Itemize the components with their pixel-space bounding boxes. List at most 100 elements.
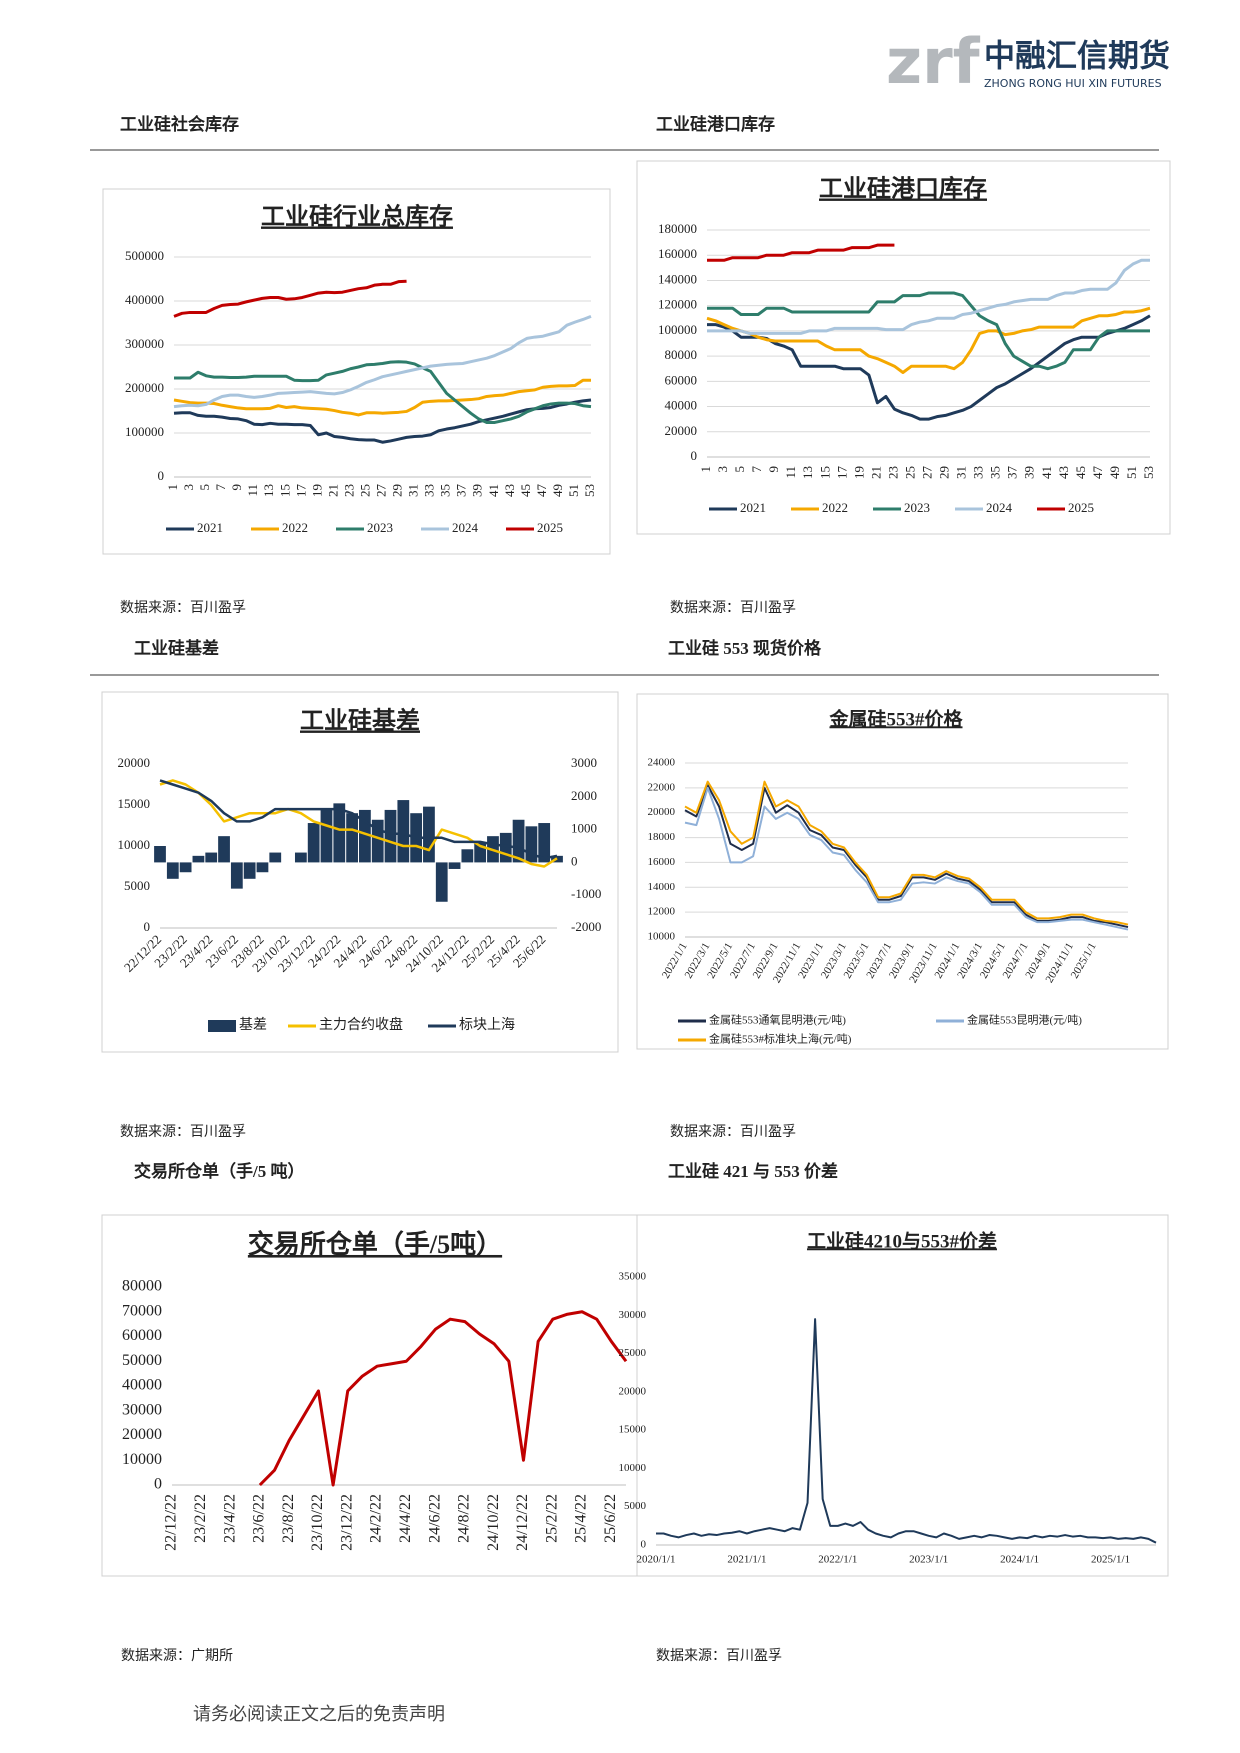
x-tick-label: 33 — [971, 466, 986, 479]
bar — [269, 852, 282, 863]
x-tick-label: 17 — [293, 484, 308, 498]
y2-tick-label: 1000 — [571, 821, 597, 836]
section-title: 工业硅基差 — [134, 638, 219, 658]
bar — [320, 809, 333, 863]
y-tick-label: 0 — [158, 468, 165, 483]
bar — [525, 826, 538, 863]
y-tick-label: 40000 — [665, 398, 698, 413]
x-tick-label: 45 — [518, 484, 533, 497]
x-tick-label: 24/2/22 — [368, 1494, 385, 1543]
legend-label: 2023 — [367, 520, 393, 535]
bar — [256, 862, 269, 873]
x-tick-label: 1 — [165, 484, 180, 491]
y-tick-label: 20000 — [118, 755, 151, 770]
chart-title: 工业硅港口库存 — [819, 176, 987, 203]
legend-label: 标块上海 — [459, 1017, 515, 1033]
y-tick-label: 300000 — [125, 336, 164, 351]
y-tick-label: 12000 — [648, 906, 676, 918]
y-tick-label: 24000 — [648, 757, 676, 769]
line-series — [173, 378, 591, 417]
bar — [512, 819, 525, 863]
x-tick-label: 33 — [422, 484, 437, 497]
x-tick-label: 21 — [325, 484, 340, 497]
y-tick-label: 40000 — [122, 1377, 162, 1394]
y-tick-label: 20000 — [648, 806, 676, 818]
data-source: 数据来源：百川盈孚 — [656, 1648, 782, 1664]
x-tick-label: 25/4/22 — [573, 1494, 590, 1543]
y2-tick-label: -2000 — [571, 919, 601, 934]
bar — [243, 862, 256, 879]
chart-frame — [101, 691, 619, 1053]
line-series — [684, 784, 1129, 929]
line-series — [684, 786, 1129, 931]
x-tick-label: 37 — [454, 484, 469, 498]
x-tick-label: 5 — [197, 484, 212, 491]
bar — [499, 832, 512, 863]
y-tick-label: 25000 — [619, 1347, 647, 1359]
legend-label: 金属硅553昆明港(元/吨) — [967, 1013, 1082, 1027]
bar — [435, 862, 448, 902]
footer-note: 请务必阅读正文之后的免责声明 — [193, 1704, 445, 1724]
bar — [230, 862, 243, 889]
line-series — [173, 279, 407, 318]
x-tick-label: 23/10/22 — [309, 1494, 326, 1551]
bar — [384, 809, 397, 863]
legend-label: 2022 — [822, 500, 848, 515]
bar — [218, 836, 230, 863]
x-tick-label: 15 — [277, 484, 292, 497]
bar — [474, 842, 487, 863]
x-tick-label: 41 — [1039, 466, 1054, 479]
x-tick-label: 15 — [817, 466, 832, 479]
x-tick-label: 5 — [732, 466, 747, 473]
y-tick-label: 10000 — [118, 837, 151, 852]
section-title: 工业硅社会库存 — [120, 114, 239, 134]
x-tick-label: 24/12/22 — [514, 1494, 531, 1551]
bar — [192, 855, 205, 863]
x-tick-label: 24/8/22 — [456, 1494, 473, 1543]
y-tick-label: 140000 — [658, 271, 697, 286]
y-tick-label: 5000 — [624, 1500, 647, 1512]
chart-frame — [636, 1214, 1169, 1577]
section-title: 工业硅 553 现货价格 — [668, 638, 822, 658]
x-tick-label: 53 — [1141, 466, 1156, 479]
x-tick-label: 27 — [919, 466, 934, 480]
y-tick-label: 20000 — [665, 423, 698, 438]
line-series — [707, 243, 895, 262]
x-tick-label: 51 — [566, 484, 581, 497]
y-tick-label: 120000 — [658, 297, 697, 312]
y-tick-label: 100000 — [658, 322, 697, 337]
chart-frame — [102, 188, 611, 555]
x-tick-label: 19 — [851, 466, 866, 479]
line-series — [684, 780, 1129, 926]
y-tick-label: 80000 — [665, 347, 698, 362]
x-tick-label: 53 — [582, 484, 597, 497]
x-tick-label: 29 — [937, 466, 952, 479]
x-tick-label: 2023/1/1 — [909, 1554, 948, 1566]
legend-label: 2021 — [740, 500, 766, 515]
y-tick-label: 20000 — [619, 1385, 647, 1397]
bar — [307, 823, 320, 863]
chart-title: 金属硅553#价格 — [828, 707, 963, 730]
x-tick-label: 37 — [1005, 466, 1020, 480]
x-tick-label: 24/4/22 — [397, 1494, 414, 1543]
y-tick-label: 70000 — [122, 1302, 162, 1319]
x-tick-label: 23/8/22 — [280, 1494, 297, 1543]
y-tick-label: 0 — [691, 448, 698, 463]
x-tick-label: 3 — [181, 484, 196, 491]
chart-title: 工业硅基差 — [300, 707, 420, 735]
y-tick-label: 50000 — [122, 1352, 162, 1369]
y-tick-label: 10000 — [648, 931, 676, 943]
x-tick-label: 29 — [390, 484, 405, 497]
legend-label: 金属硅553#标准块上海(元/吨) — [709, 1032, 852, 1046]
data-source: 数据来源：百川盈孚 — [670, 600, 796, 616]
data-source: 数据来源：广期所 — [121, 1648, 233, 1664]
legend-label: 2025 — [537, 520, 563, 535]
x-tick-label: 25 — [902, 466, 917, 479]
y2-tick-label: 0 — [571, 853, 578, 868]
y-tick-label: 10000 — [122, 1451, 162, 1468]
bar — [205, 852, 218, 863]
y-tick-label: 60000 — [665, 372, 698, 387]
x-tick-label: 23/2/22 — [192, 1494, 209, 1543]
bar — [179, 862, 192, 873]
